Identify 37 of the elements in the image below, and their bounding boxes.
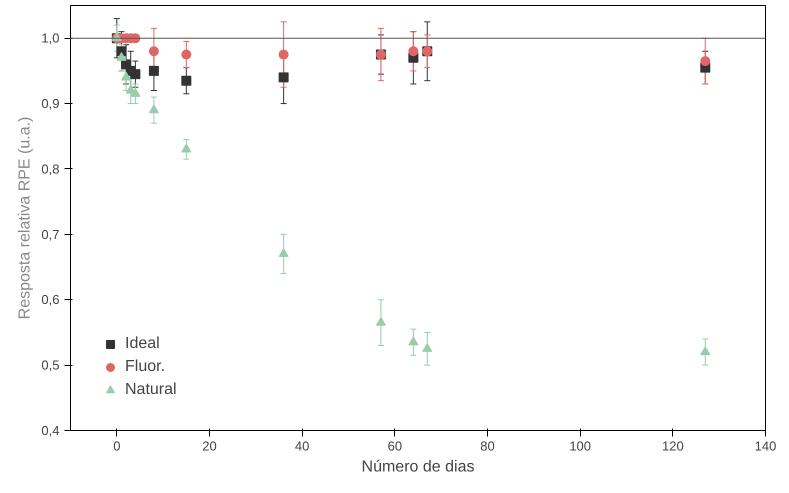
point <box>422 343 432 352</box>
point <box>408 46 418 56</box>
x-tick-label: 120 <box>662 438 684 454</box>
point <box>121 72 132 81</box>
y-tick-label: 0,9 <box>41 96 60 112</box>
x-tick-label: 100 <box>569 438 592 454</box>
legend-label: Fluor. <box>125 358 166 376</box>
legend-label: Ideal <box>125 335 160 353</box>
x-tick-label: 60 <box>388 438 402 454</box>
point <box>148 104 159 114</box>
point <box>181 50 192 60</box>
x-tick-label: 140 <box>754 438 776 454</box>
point <box>376 316 386 326</box>
point <box>116 52 126 61</box>
x-tick-label: 20 <box>202 438 217 454</box>
x-tick-label: 40 <box>294 438 310 454</box>
y-tick-label: 1,0 <box>41 30 60 46</box>
x-tick-label: 0 <box>113 438 120 454</box>
point <box>278 72 289 82</box>
point <box>278 248 289 258</box>
y-tick-label: 0,8 <box>41 161 60 176</box>
legend-label: Natural <box>125 381 177 399</box>
y-tick-label: 0,6 <box>41 292 60 308</box>
point <box>408 336 418 346</box>
point <box>148 66 159 76</box>
y-tick-label: 0,5 <box>41 358 60 373</box>
point <box>700 56 710 66</box>
y-tick-label: 0,7 <box>41 226 60 242</box>
point <box>148 46 159 56</box>
point <box>181 76 192 86</box>
x-axis-title: Número de dias <box>362 458 474 476</box>
y-axis-title: Resposta relativa RPE (u.a.) <box>16 116 34 320</box>
point <box>130 69 140 80</box>
point <box>700 346 710 356</box>
x-tick-label: 80 <box>480 438 495 454</box>
y-tick-label: 0,4 <box>41 423 60 438</box>
point <box>181 144 192 152</box>
